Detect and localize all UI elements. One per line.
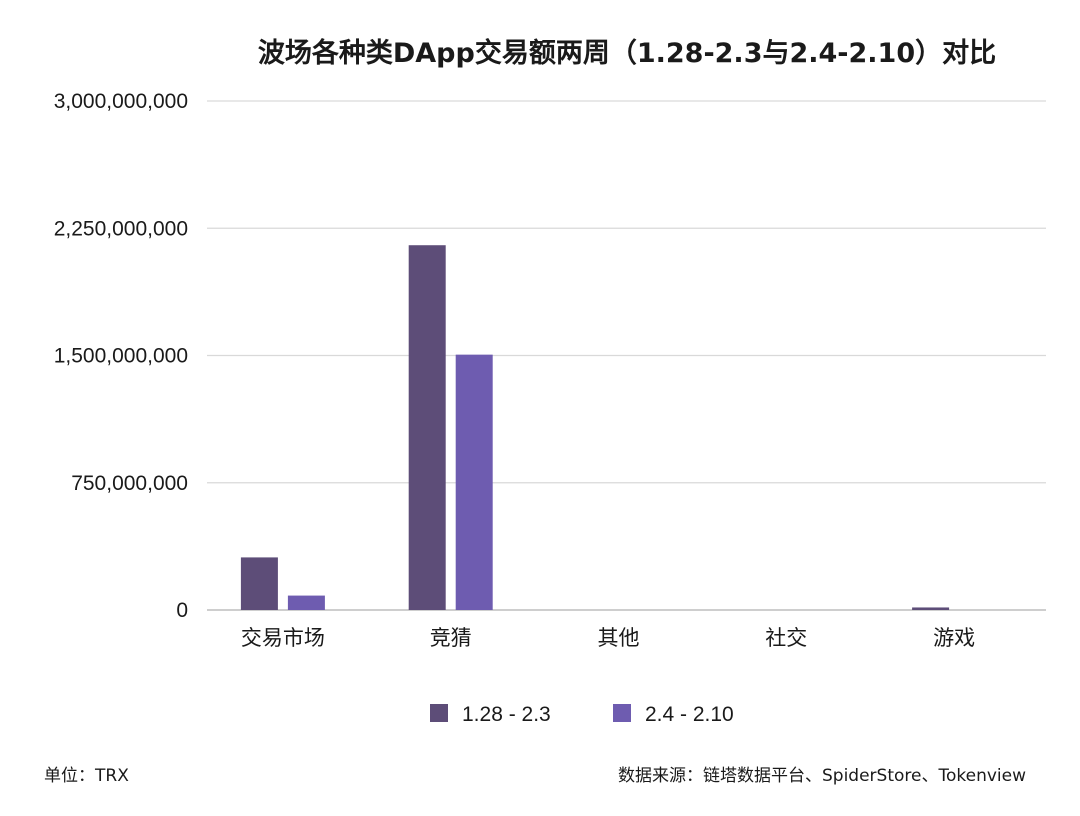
gridlines: [207, 100, 1046, 611]
unit-note: 单位：TRX: [44, 766, 129, 786]
legend-label: 1.28 - 2.3: [462, 703, 551, 726]
y-axis-ticks: 0 750,000,000 1,500,000,000 2,250,000,000 3,…: [54, 90, 188, 622]
y-tick-label: 0: [176, 599, 188, 622]
x-tick-label: 竞猜: [430, 626, 472, 650]
legend-swatch: [613, 704, 631, 722]
x-tick-label: 社交: [765, 626, 807, 650]
x-axis-ticks: 交易市场 竞猜 其他 社交 游戏: [241, 626, 975, 650]
bars: [240, 245, 950, 610]
source-note: 数据来源：链塔数据平台、SpiderStore、Tokenview: [618, 766, 1026, 786]
chart-title: 波场各种类DApp交易额两周（1.28-2.3与2.4-2.10）对比: [258, 37, 996, 69]
bar-2-2: [455, 354, 493, 610]
legend: 1.28 - 2.3 2.4 - 2.10: [430, 703, 734, 726]
legend-label: 2.4 - 2.10: [645, 703, 734, 726]
legend-swatch: [430, 704, 448, 722]
x-tick-label: 交易市场: [241, 626, 325, 650]
y-tick-label: 2,250,000,000: [54, 217, 188, 240]
y-tick-label: 1,500,000,000: [54, 345, 188, 368]
bar-2-1: [287, 595, 325, 610]
y-tick-label: 3,000,000,000: [54, 90, 188, 113]
x-tick-label: 其他: [598, 626, 640, 650]
x-tick-label: 游戏: [933, 626, 975, 650]
y-tick-label: 750,000,000: [71, 472, 188, 495]
bar-1-5: [912, 607, 950, 610]
bar-1-1: [240, 557, 278, 610]
bar-1-2: [408, 245, 446, 610]
